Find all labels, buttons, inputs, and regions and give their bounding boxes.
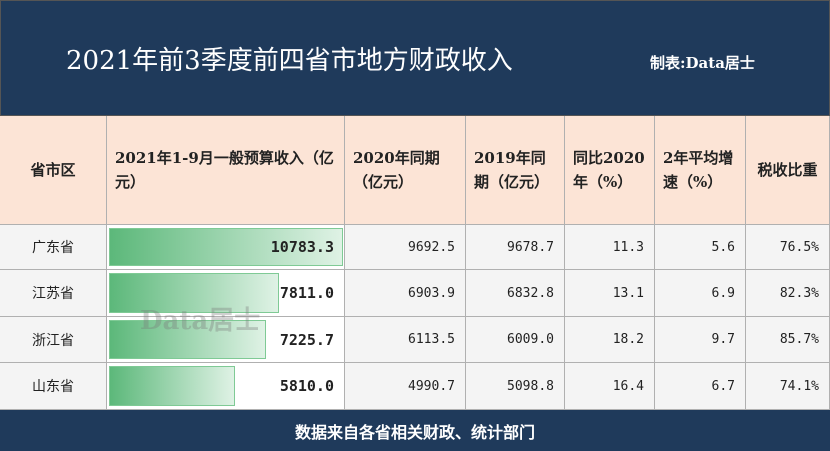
cell-value: 7811.0: [279, 284, 334, 302]
column-header: 2019年同期（亿元）: [466, 116, 565, 225]
column-header: 同比2020年（%）: [565, 116, 655, 225]
data-bar: [109, 228, 343, 266]
table-cell: 9.7: [655, 317, 746, 363]
table-cell: 6.9: [655, 270, 746, 317]
table-cell: 6009.0: [466, 317, 565, 363]
table-cell: 11.3: [565, 225, 655, 270]
table-cell: 4990.7: [345, 363, 466, 410]
watermark: Data居士: [140, 306, 261, 336]
table-cell: 10783.3: [107, 225, 345, 270]
table-cell: 9692.5: [345, 225, 466, 270]
data-bar: [109, 273, 279, 313]
header-bar: [0, 0, 830, 116]
table-cell: 7225.7: [107, 317, 345, 363]
title: 2021年前3季度前四省市地方财政收入: [66, 46, 513, 76]
column-header: 2年平均增速（%）: [655, 116, 746, 225]
column-header: 2020年同期（亿元）: [345, 116, 466, 225]
table-cell: 76.5%: [746, 225, 830, 270]
row-label: 山东省: [0, 363, 107, 410]
table-cell: 6903.9: [345, 270, 466, 317]
table-cell: 6832.8: [466, 270, 565, 317]
table-cell: 6113.5: [345, 317, 466, 363]
table-cell: 5810.0: [107, 363, 345, 410]
data-bar: [109, 320, 266, 359]
cell-value: 5810.0: [279, 377, 334, 395]
table-cell: 5098.8: [466, 363, 565, 410]
footer: 数据来自各省相关财政、统计部门: [0, 410, 830, 451]
row-label: 浙江省: [0, 317, 107, 363]
column-header: 税收比重: [746, 116, 830, 225]
table-cell: 18.2: [565, 317, 655, 363]
table-cell: 9678.7: [466, 225, 565, 270]
table-cell: 13.1: [565, 270, 655, 317]
table-cell: 74.1%: [746, 363, 830, 410]
row-label: 江苏省: [0, 270, 107, 317]
column-header: 省市区: [0, 116, 107, 225]
credit: 制表:Data居士: [650, 54, 755, 72]
table-cell: 82.3%: [746, 270, 830, 317]
table-cell: 6.7: [655, 363, 746, 410]
table-cell: 16.4: [565, 363, 655, 410]
data-bar: [109, 366, 236, 406]
column-header: 2021年1-9月一般预算收入（亿元）: [107, 116, 345, 225]
table-cell: 7811.0: [107, 270, 345, 317]
row-label: 广东省: [0, 225, 107, 270]
table-cell: 5.6: [655, 225, 746, 270]
cell-value: 7225.7: [279, 330, 334, 349]
table-cell: 85.7%: [746, 317, 830, 363]
cell-value: 10783.3: [270, 238, 334, 256]
